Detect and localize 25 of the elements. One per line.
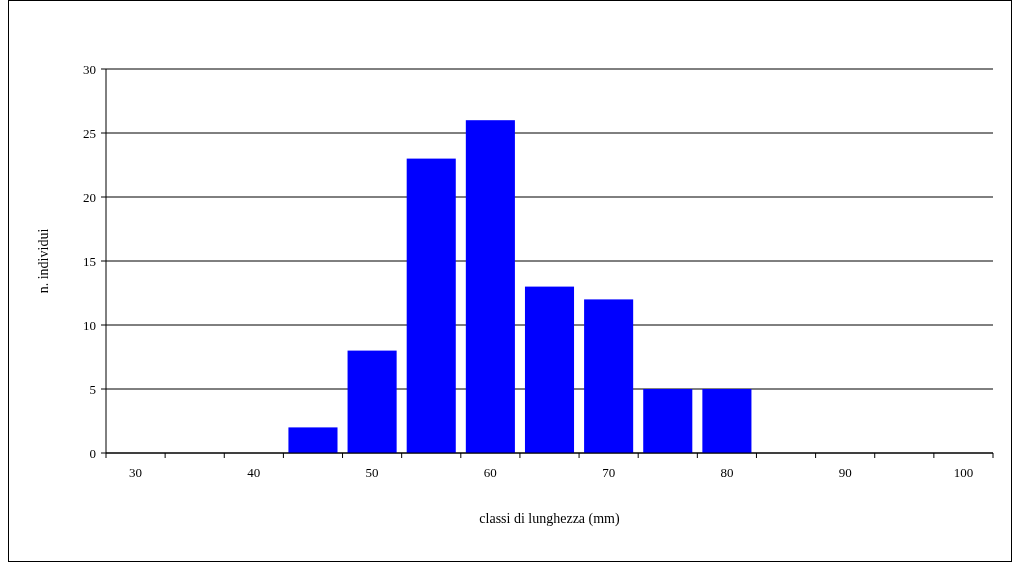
x-tick-label: 100 — [953, 465, 974, 480]
bar — [288, 427, 338, 453]
y-tick-label: 25 — [83, 125, 96, 141]
x-tick-label: 40 — [247, 465, 261, 480]
y-tick-label: 20 — [83, 189, 96, 205]
bar — [347, 350, 397, 453]
x-tick-label: 30 — [129, 465, 143, 480]
y-tick-label: 10 — [83, 317, 96, 333]
bar — [584, 299, 634, 453]
y-tick-label: 15 — [83, 253, 96, 269]
bar — [406, 158, 456, 453]
x-tick-label: 70 — [602, 465, 616, 480]
y-tick-label: 30 — [83, 61, 96, 77]
y-tick-label: 5 — [89, 381, 96, 397]
bar — [524, 286, 575, 453]
y-tick-label: 0 — [89, 445, 96, 461]
bar — [643, 389, 693, 453]
x-axis-title: classi di lunghezza (mm) — [479, 511, 621, 527]
x-tick-label: 50 — [365, 465, 379, 480]
x-tick-label: 60 — [483, 465, 497, 480]
bar — [465, 120, 515, 453]
y-axis-title: n. individui — [36, 228, 51, 294]
x-tick-label: 90 — [838, 465, 852, 480]
x-tick-label: 80 — [720, 465, 734, 480]
bar — [702, 389, 752, 453]
